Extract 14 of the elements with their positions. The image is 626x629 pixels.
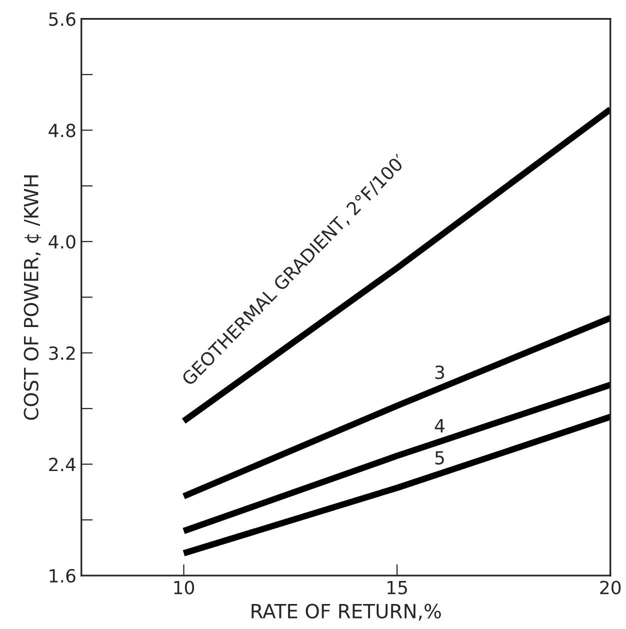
y-tick-label: 4.8 (48, 124, 76, 138)
y-tick-label: 5.6 (49, 12, 76, 26)
x-tick-label: 20 (600, 580, 621, 594)
y-tick-label: 1.6 (50, 568, 76, 583)
x-tick-label: 15 (388, 580, 407, 594)
series-label: 5 (435, 451, 444, 465)
y-tick-label: 2.4 (49, 458, 76, 472)
x-axis-title: RATE OF RETURN,% (252, 604, 441, 620)
x-tick-label: 10 (174, 580, 194, 594)
y-tick-label: 3.2 (49, 346, 75, 360)
text: 4.0 (48, 234, 76, 249)
series-label: 4 (434, 419, 444, 432)
y-axis-title: COST OF POWER, ¢ /KWH (24, 175, 42, 420)
series-label: 3 (435, 366, 444, 380)
